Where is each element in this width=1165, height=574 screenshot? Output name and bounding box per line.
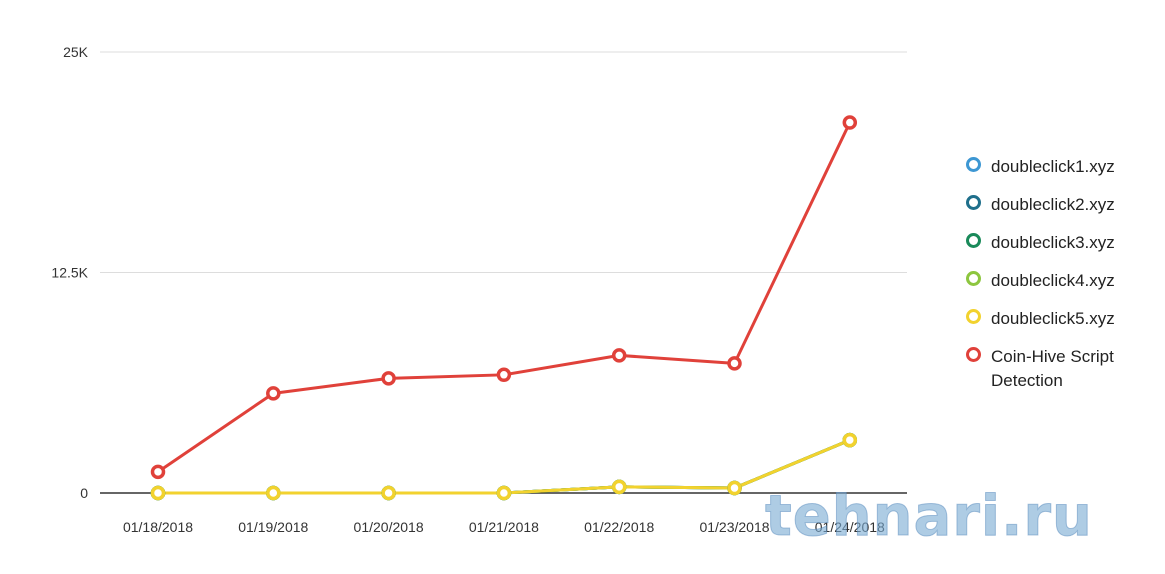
series-line-0	[158, 438, 851, 495]
legend-item[interactable]: Coin-Hive Script Detection	[966, 345, 1156, 393]
chart-legend: doubleclick1.xyz doubleclick2.xyz doublecl…	[966, 155, 1156, 407]
legend-item[interactable]: doubleclick2.xyz	[966, 193, 1156, 217]
legend-label: doubleclick2.xyz	[991, 195, 1115, 214]
data-point[interactable]	[150, 485, 166, 501]
legend-label: doubleclick3.xyz	[991, 233, 1115, 252]
data-point[interactable]	[727, 356, 742, 371]
data-point[interactable]	[842, 432, 858, 448]
legend-marker-icon	[966, 233, 981, 248]
data-point[interactable]	[150, 464, 166, 480]
data-point[interactable]	[381, 485, 396, 501]
legend-marker-icon	[966, 157, 981, 172]
series-lines	[157, 121, 852, 495]
data-point[interactable]	[611, 348, 627, 363]
x-tick-label: 01/23/2018	[699, 519, 769, 535]
series-line-3	[158, 438, 851, 495]
x-tick-label: 01/22/2018	[584, 519, 654, 535]
series-line-2	[158, 438, 851, 495]
series-line-5	[157, 121, 852, 474]
series-line-1	[158, 438, 851, 495]
gridlines	[100, 51, 907, 494]
x-tick-label: 01/24/2018	[815, 519, 885, 535]
data-point[interactable]	[496, 485, 512, 501]
legend-label: doubleclick1.xyz	[991, 157, 1115, 176]
data-point[interactable]	[727, 480, 742, 496]
legend-item[interactable]: doubleclick1.xyz	[966, 155, 1156, 179]
legend-marker-icon	[966, 309, 981, 324]
y-tick-label: 0	[80, 485, 88, 501]
legend-label: Coin-Hive Script Detection	[991, 347, 1114, 390]
y-tick-label: 12.5K	[51, 265, 88, 281]
legend-label: doubleclick4.xyz	[991, 271, 1115, 290]
y-axis-ticks: 0 12.5K 25K	[51, 44, 88, 501]
x-tick-label: 01/20/2018	[354, 519, 424, 535]
data-point[interactable]	[266, 485, 281, 501]
legend-label: doubleclick5.xyz	[991, 309, 1115, 328]
legend-item[interactable]: doubleclick3.xyz	[966, 231, 1156, 255]
data-point[interactable]	[842, 115, 858, 130]
series-line-4	[158, 438, 851, 495]
x-axis-ticks: 01/18/2018 01/19/2018 01/20/2018 01/21/2018…	[123, 519, 885, 535]
data-point[interactable]	[611, 479, 627, 495]
data-point[interactable]	[266, 386, 281, 401]
legend-item[interactable]: doubleclick5.xyz	[966, 307, 1156, 331]
data-point[interactable]	[496, 367, 512, 383]
x-tick-label: 01/18/2018	[123, 519, 193, 535]
x-tick-label: 01/21/2018	[469, 519, 539, 535]
data-point[interactable]	[381, 371, 396, 386]
y-tick-label: 25K	[63, 44, 89, 60]
watermark: tehnari.ru	[765, 484, 1093, 550]
x-tick-label: 01/19/2018	[238, 519, 308, 535]
line-chart: 0 12.5K 25K 01/18/2018 01/19/2018 01/20/2018…	[51, 44, 907, 535]
legend-marker-icon	[966, 195, 981, 210]
legend-item[interactable]: doubleclick4.xyz	[966, 269, 1156, 293]
legend-marker-icon	[966, 347, 981, 362]
series-points	[150, 115, 858, 501]
legend-marker-icon	[966, 271, 981, 286]
